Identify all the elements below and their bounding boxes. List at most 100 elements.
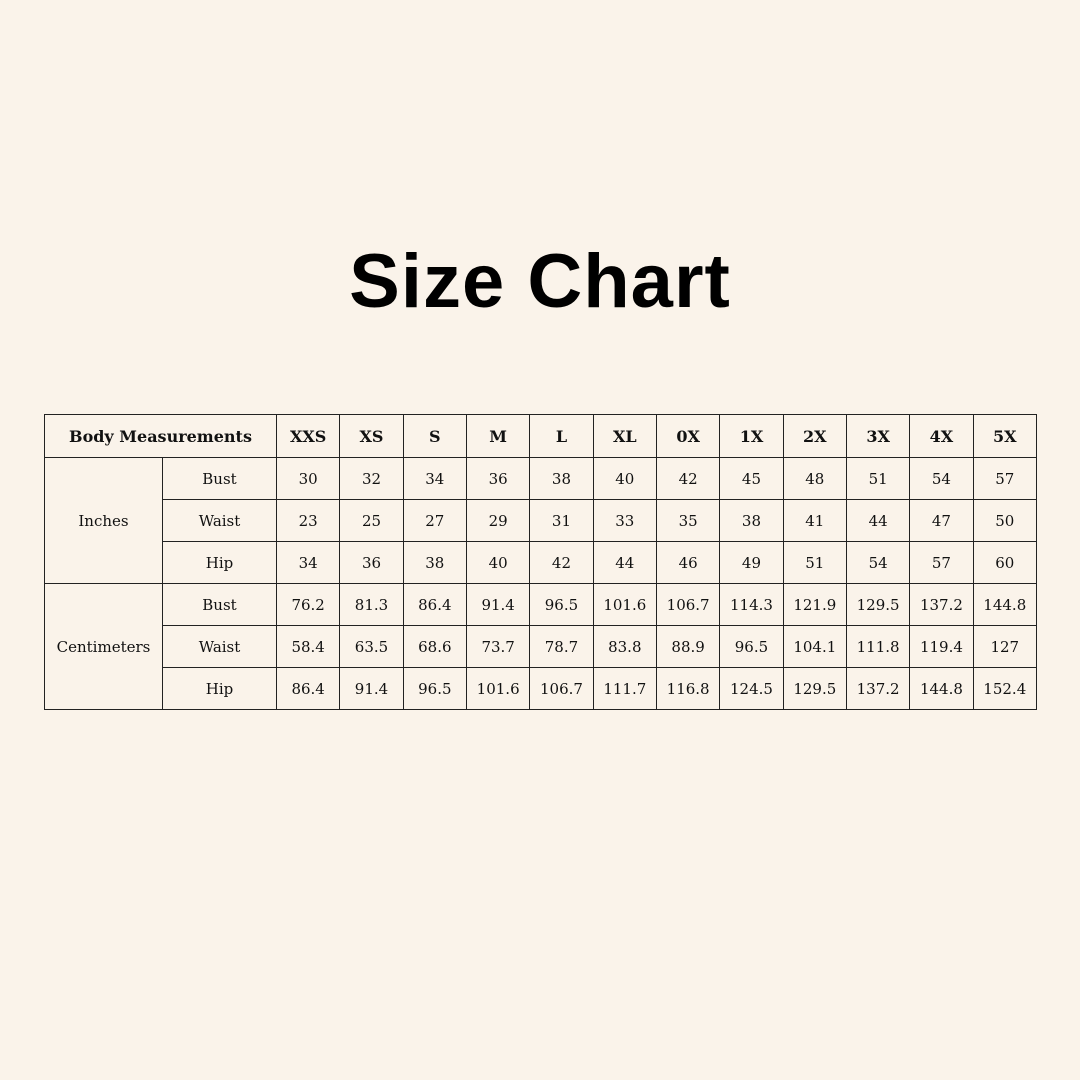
measure-label: Waist: [162, 499, 277, 542]
measure-label: Bust: [162, 583, 277, 626]
measurement-cell: 121.9: [782, 583, 847, 626]
page-title: Size Chart: [349, 239, 731, 324]
unit-label: Inches: [44, 457, 163, 584]
measurement-cell: 129.5: [845, 583, 911, 626]
measure-label: Hip: [162, 667, 277, 710]
measurement-cell: 51: [782, 541, 847, 584]
measure-label: Waist: [162, 625, 277, 668]
measurement-cell: 101.6: [592, 583, 657, 626]
measurement-cell: 127: [972, 625, 1037, 668]
measurement-cell: 114.3: [719, 583, 784, 626]
measurement-cell: 96.5: [719, 625, 784, 668]
measurement-cell: 42: [529, 541, 594, 584]
size-header: 5X: [972, 414, 1037, 458]
size-header: 2X: [782, 414, 847, 458]
measurement-cell: 51: [845, 457, 911, 500]
size-header: S: [402, 414, 467, 458]
measurement-cell: 50: [972, 499, 1037, 542]
measurement-cell: 137.2: [909, 583, 974, 626]
table-row: Inches Bust 30 32 34 36 38 40 42 45 48 51 54 57: [44, 457, 1037, 584]
measurement-cell: 32: [339, 457, 404, 500]
measure-label: Bust: [162, 457, 277, 500]
measurement-cell: 86.4: [402, 583, 467, 626]
measurement-cell: 119.4: [909, 625, 974, 668]
measurement-cell: 152.4: [972, 667, 1037, 710]
measurement-cell: 78.7: [529, 625, 594, 668]
measurement-cell: 29: [465, 499, 531, 542]
measurement-cell: 57: [909, 541, 974, 584]
measurement-cell: 104.1: [782, 625, 847, 668]
measurement-cell: 45: [719, 457, 784, 500]
measure-label: Hip: [162, 541, 277, 584]
measurement-cell: 47: [909, 499, 974, 542]
measurement-cell: 33: [592, 499, 657, 542]
measurement-cell: 111.7: [592, 667, 657, 710]
header-body-measurements: Body Measurements: [44, 414, 277, 458]
measurement-cell: 40: [465, 541, 531, 584]
measurement-cell: 101.6: [465, 667, 531, 710]
measurement-cell: 36: [339, 541, 404, 584]
measurement-cell: 91.4: [339, 667, 404, 710]
measurement-cell: 91.4: [465, 583, 531, 626]
measurement-cell: 44: [592, 541, 657, 584]
measurement-cell: 23: [275, 499, 341, 542]
measurement-cell: 27: [402, 499, 467, 542]
measurement-cell: 49: [719, 541, 784, 584]
table-row: Waist 23 25 27 29 31 33 35 38 41 44 47 50: [45, 499, 1037, 542]
measurement-cell: 129.5: [782, 667, 847, 710]
measurement-cell: 88.9: [655, 625, 721, 668]
measurement-cell: 81.3: [339, 583, 404, 626]
size-header: M: [465, 414, 531, 458]
measurement-cell: 96.5: [529, 583, 594, 626]
measurement-cell: 46: [655, 541, 721, 584]
measurement-cell: 48: [782, 457, 847, 500]
measurement-cell: 106.7: [655, 583, 721, 626]
size-header: 3X: [845, 414, 911, 458]
measurement-cell: 38: [719, 499, 784, 542]
measurement-cell: 25: [339, 499, 404, 542]
measurement-cell: 116.8: [655, 667, 721, 710]
measurement-cell: 41: [782, 499, 847, 542]
measurement-cell: 44: [845, 499, 911, 542]
measurement-cell: 60: [972, 541, 1037, 584]
measurement-cell: 111.8: [845, 625, 911, 668]
measurement-cell: 124.5: [719, 667, 784, 710]
measurement-cell: 54: [845, 541, 911, 584]
measurement-cell: 54: [909, 457, 974, 500]
unit-label: Centimeters: [44, 583, 163, 710]
size-header: XL: [592, 414, 657, 458]
measurement-cell: 86.4: [275, 667, 341, 710]
measurement-cell: 35: [655, 499, 721, 542]
measurement-cell: 96.5: [402, 667, 467, 710]
size-chart-table: Body Measurements XXS XS S M L XL 0X 1X 2X 3X 4X 5X…: [44, 414, 1037, 710]
measurement-cell: 83.8: [592, 625, 657, 668]
measurement-cell: 57: [972, 457, 1037, 500]
measurement-cell: 40: [592, 457, 657, 500]
table-row: Centimeters Bust 76.2 81.3 86.4 91.4 96.5 101.6…: [44, 583, 1037, 710]
measurement-cell: 34: [402, 457, 467, 500]
measurement-cell: 30: [275, 457, 341, 500]
measurement-cell: 38: [402, 541, 467, 584]
size-header: 1X: [719, 414, 784, 458]
size-header: 0X: [655, 414, 721, 458]
measurement-cell: 36: [465, 457, 531, 500]
measurement-cell: 63.5: [339, 625, 404, 668]
table-row: Hip 86.4 91.4 96.5 101.6 106.7 111.7 116.8 124.5…: [45, 667, 1037, 710]
measurement-cell: 73.7: [465, 625, 531, 668]
measurement-cell: 38: [529, 457, 594, 500]
table-row: Waist 58.4 63.5 68.6 73.7 78.7 83.8 88.9 96.5 104…: [45, 625, 1037, 668]
measurement-cell: 42: [655, 457, 721, 500]
measurement-cell: 144.8: [909, 667, 974, 710]
table-row: Hip 34 36 38 40 42 44 46 49 51 54 57 60: [45, 541, 1037, 584]
size-header: L: [529, 414, 594, 458]
size-header: XS: [339, 414, 404, 458]
size-header: 4X: [909, 414, 974, 458]
header-row: Body Measurements XXS XS S M L XL 0X 1X 2X 3X 4X 5X: [44, 414, 1037, 458]
measurement-cell: 58.4: [275, 625, 341, 668]
measurement-cell: 31: [529, 499, 594, 542]
measurement-cell: 34: [275, 541, 341, 584]
measurement-cell: 68.6: [402, 625, 467, 668]
size-header: XXS: [275, 414, 341, 458]
measurement-cell: 137.2: [845, 667, 911, 710]
measurement-cell: 106.7: [529, 667, 594, 710]
